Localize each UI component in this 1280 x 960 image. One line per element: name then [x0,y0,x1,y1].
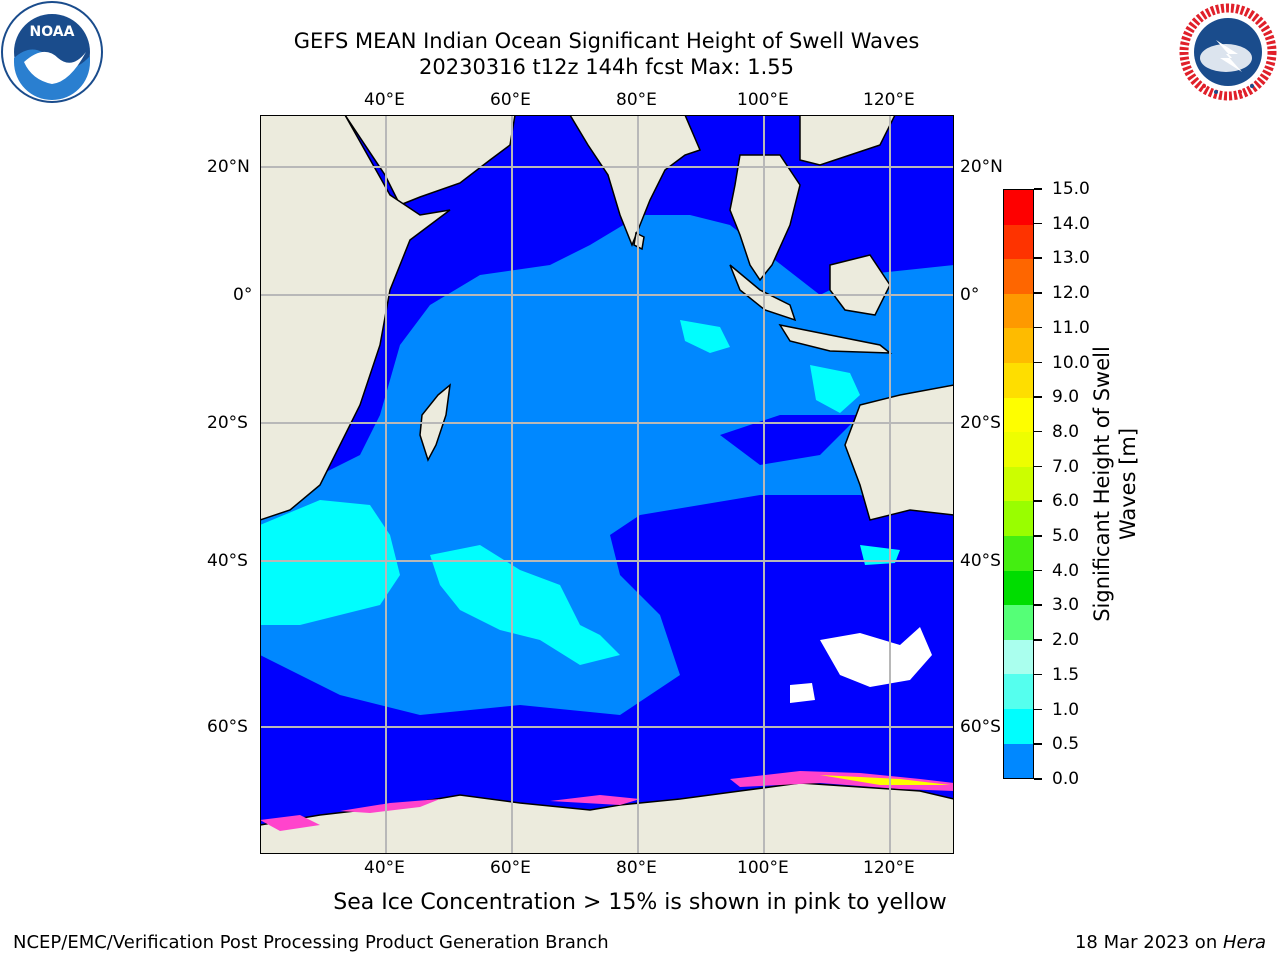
lat-label-right: 60°S [960,717,1001,737]
colorbar-tick-label: 10.0 [1052,352,1090,373]
graticule [260,115,954,854]
colorbar-tick-mark [1034,396,1042,398]
colorbar-tick-label: 3.0 [1052,595,1080,616]
sea-ice-fringe [260,771,954,831]
colorbar-tick-label: 7.0 [1052,456,1080,477]
lat-label-left: 20°S [207,413,248,433]
lon-label-bottom: 40°E [364,858,405,878]
colorbar-tick-label: 2.0 [1052,630,1080,651]
nws-logo [1179,3,1277,101]
colorbar-segment [1004,501,1033,536]
colorbar-tick-mark [1034,778,1042,780]
colorbar-tick-mark [1034,708,1042,711]
colorbar-tick-label: 6.0 [1052,491,1080,512]
colorbar-tick-mark [1034,535,1042,537]
colorbar-tick-mark [1034,673,1042,676]
colorbar-tick-mark [1034,292,1042,294]
colorbar-segment [1004,397,1033,433]
map-title: GEFS MEAN Indian Ocean Significant Heigh… [293,29,920,53]
colorbar-tick-label: 9.0 [1052,387,1080,408]
colorbar-tick-mark [1034,257,1042,259]
high-swell-regions [260,320,900,665]
lon-label-top: 40°E [364,90,405,110]
footer-credit: NCEP/EMC/Verification Post Processing Pr… [13,932,609,953]
colorbar-tick-label: 4.0 [1052,560,1080,581]
colorbar-segment [1004,535,1033,571]
lon-label-bottom: 80°E [616,858,657,878]
noaa-logo: NOAA [1,1,103,103]
lat-label-left: 60°S [207,717,248,737]
colorbar-tick-mark [1034,604,1042,606]
colorbar-tick-mark [1034,569,1042,572]
colorbar-segment [1004,743,1033,779]
lat-label-right: 0° [960,285,980,305]
colorbar-segment [1004,259,1033,294]
colorbar-tick-label: 13.0 [1052,248,1090,269]
sea-ice-high [820,775,950,785]
colorbar-tick-label: 8.0 [1052,421,1080,442]
colorbar-title-line2: Waves [m] [1116,427,1140,541]
no-data-patches [790,627,932,703]
lon-label-top: 60°E [490,90,531,110]
map-panel [260,115,954,854]
colorbar-segment [1004,328,1033,363]
footer-date-text: 18 Mar 2023 on [1074,932,1223,953]
colorbar-tick-mark [1034,500,1042,502]
colorbar-tick-mark [1034,188,1042,190]
lon-label-top: 80°E [616,90,657,110]
colorbar-segment [1004,570,1033,606]
lon-label-top: 120°E [863,90,915,110]
colorbar-tick-mark [1034,222,1042,225]
colorbar-tick-label: 1.0 [1052,699,1080,720]
lat-label-right: 20°S [960,413,1001,433]
colorbar-segment [1004,605,1033,640]
colorbar-tick-mark [1034,326,1042,329]
colorbar-tick-mark [1034,639,1042,641]
colorbar-segment [1004,466,1033,502]
lon-label-bottom: 120°E [863,858,915,878]
sea-ice-note: Sea Ice Concentration > 15% is shown in … [333,890,947,915]
colorbar-tick-label: 0.0 [1052,769,1080,789]
colorbar [1003,189,1034,779]
colorbar-segment [1004,639,1033,675]
lon-label-top: 100°E [737,90,789,110]
lat-label-right: 20°N [960,157,1003,177]
colorbar-tick-label: 15.0 [1052,179,1090,199]
colorbar-tick-label: 5.0 [1052,526,1080,547]
colorbar-segment [1004,708,1033,744]
colorbar-tick-label: 1.5 [1052,664,1080,685]
colorbar-tick-label: 0.5 [1052,734,1080,755]
colorbar-tick-mark [1034,465,1042,468]
lon-label-bottom: 100°E [737,858,789,878]
lat-label-right: 40°S [960,551,1001,571]
colorbar-tick-label: 12.0 [1052,283,1090,304]
colorbar-segment [1004,293,1033,329]
lon-label-bottom: 60°E [490,858,531,878]
colorbar-title-line1: Significant Height of Swell [1090,346,1114,622]
colorbar-tick-mark [1034,743,1042,745]
colorbar-tick-label: 11.0 [1052,317,1090,338]
colorbar-segment [1004,224,1033,260]
colorbar-tick-mark [1034,430,1042,433]
noaa-logo-text: NOAA [30,24,75,40]
footer-date: 18 Mar 2023 on Hera [1075,932,1266,953]
colorbar-segment [1004,674,1033,709]
footer-host: Hera [1222,932,1266,953]
lat-label-left: 40°S [207,551,248,571]
colorbar-tick-mark [1034,361,1042,364]
lat-label-left: 0° [233,285,253,305]
colorbar-segment [1004,190,1033,225]
map-subtitle: 20230316 t12z 144h fcst Max: 1.55 [419,55,794,79]
colorbar-segment [1004,362,1033,398]
lat-label-left: 20°N [207,157,250,177]
colorbar-segment [1004,432,1033,467]
colorbar-tick-label: 14.0 [1052,213,1090,234]
